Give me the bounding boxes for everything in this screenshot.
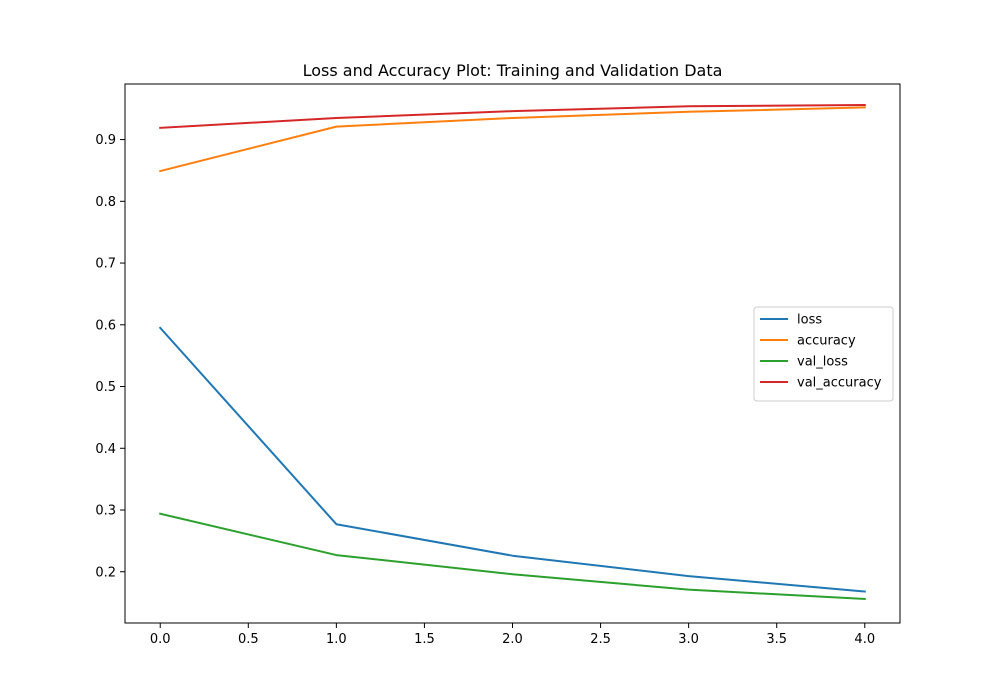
legend: loss accuracy val_loss val_accuracy: [753, 306, 894, 402]
x-tick-label: 2.0: [502, 632, 523, 647]
y-tick-label: 0.4: [95, 442, 116, 457]
y-tick-label: 0.7: [95, 257, 116, 272]
legend-box: [753, 306, 894, 402]
x-tick-label: 0.0: [150, 632, 171, 647]
x-tick-label: 1.0: [326, 632, 347, 647]
x-tick-label: 2.5: [590, 632, 611, 647]
x-tick-label: 3.5: [766, 632, 787, 647]
legend-label: val_loss: [797, 355, 848, 370]
x-tick-label: 3.0: [678, 632, 699, 647]
x-tick-label: 4.0: [854, 632, 875, 647]
x-axis: 0.0 0.5 1.0 1.5 2.0 2.5 3.0 3.5 4.0: [150, 623, 875, 647]
legend-label: loss: [797, 313, 822, 328]
chart-title: Loss and Accuracy Plot: Training and Val…: [303, 61, 723, 80]
y-tick-label: 0.5: [95, 380, 116, 395]
series-line-accuracy: [159, 106, 866, 173]
series-layer: [158, 103, 866, 600]
x-tick-label: 0.5: [238, 632, 259, 647]
x-tick-label: 1.5: [414, 632, 435, 647]
series-line-val-loss: [159, 512, 866, 600]
legend-label: val_accuracy: [797, 376, 882, 391]
series-line-loss: [158, 326, 866, 593]
series-line-val-accuracy: [159, 103, 866, 129]
y-tick-label: 0.6: [95, 318, 116, 333]
y-tick-label: 0.8: [95, 195, 116, 210]
y-tick-label: 0.3: [95, 504, 116, 519]
y-tick-label: 0.2: [95, 565, 116, 580]
legend-label: accuracy: [797, 334, 856, 349]
y-axis: 0.2 0.3 0.4 0.5 0.6 0.7 0.8 0.9: [95, 133, 125, 580]
y-tick-label: 0.9: [95, 133, 116, 148]
